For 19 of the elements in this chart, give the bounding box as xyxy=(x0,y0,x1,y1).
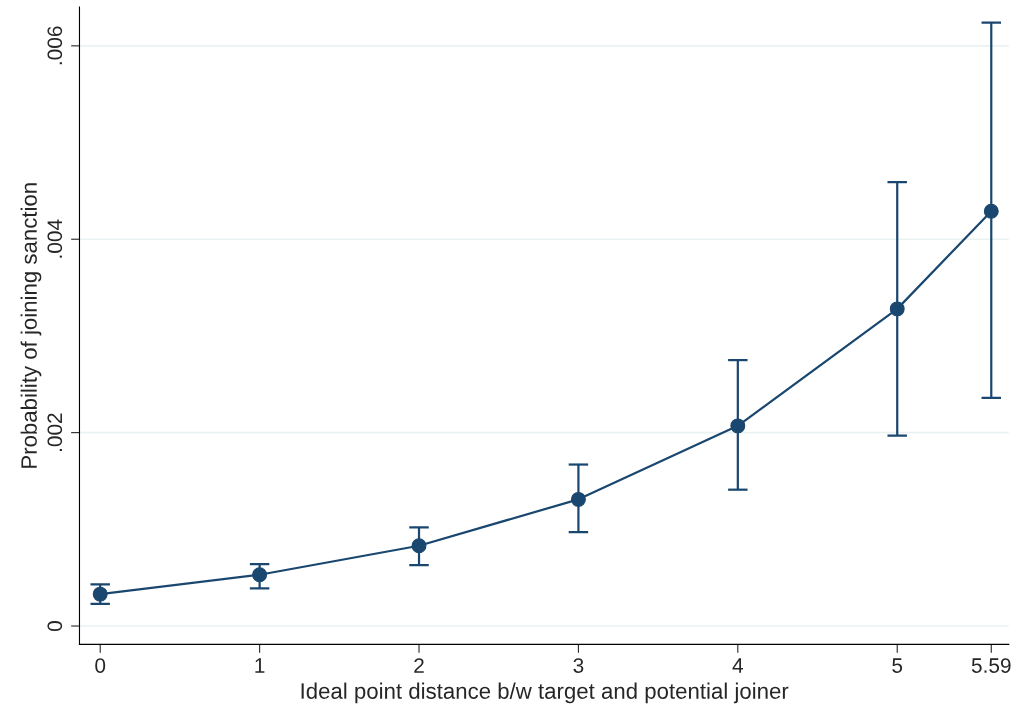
point xyxy=(252,567,268,583)
x-tick-label: 4 xyxy=(732,658,744,673)
x-tick-label: 0 xyxy=(95,658,106,673)
x-tick-label: 2 xyxy=(414,658,424,673)
y-tick-label: .004 xyxy=(47,219,63,258)
x-axis-title: Ideal point distance b/w target and potential joiner xyxy=(301,682,789,704)
y-axis-title: Probability of joining sanction xyxy=(20,183,42,468)
y-tick-label: .006 xyxy=(47,26,63,65)
point xyxy=(570,491,586,507)
x-tick-label: 1 xyxy=(255,658,265,673)
point xyxy=(983,203,999,219)
x-tick-label: 3 xyxy=(573,658,584,673)
point xyxy=(730,418,746,434)
x-tick-label: 5.59 xyxy=(971,658,1011,673)
point xyxy=(889,301,905,317)
y-tick-label: .002 xyxy=(47,413,63,451)
y-tick-label: 0 xyxy=(47,621,63,632)
x-tick-label: 5 xyxy=(892,658,903,673)
point xyxy=(411,538,427,554)
